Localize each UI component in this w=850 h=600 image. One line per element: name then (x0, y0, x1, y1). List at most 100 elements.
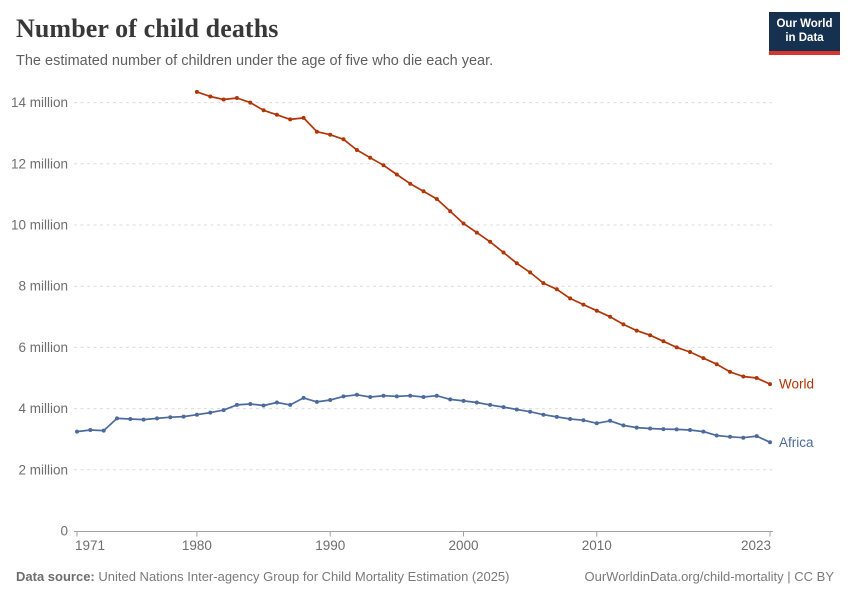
africa-data-point[interactable] (354, 392, 359, 397)
africa-data-point[interactable] (581, 418, 586, 423)
world-data-point[interactable] (368, 155, 373, 160)
world-data-point[interactable] (274, 112, 279, 117)
world-data-point[interactable] (408, 181, 413, 186)
world-data-point[interactable] (314, 129, 319, 134)
owid-logo[interactable]: Our World in Data (769, 12, 840, 55)
world-data-point[interactable] (301, 115, 306, 120)
world-data-point[interactable] (434, 197, 439, 201)
africa-line[interactable] (76, 393, 771, 444)
world-data-point[interactable] (381, 163, 386, 168)
world-data-point[interactable] (221, 97, 226, 102)
world-data-point[interactable] (608, 314, 613, 319)
world-data-point[interactable] (701, 356, 706, 361)
africa-data-point[interactable] (194, 412, 199, 417)
world-data-point[interactable] (728, 369, 732, 374)
world-data-point[interactable] (528, 270, 533, 275)
world-data-point[interactable] (621, 322, 626, 327)
africa-data-point[interactable] (261, 403, 266, 408)
africa-data-point[interactable] (528, 409, 533, 414)
africa-data-point[interactable] (141, 417, 146, 422)
world-data-point[interactable] (448, 209, 453, 214)
africa-data-point[interactable] (701, 429, 706, 434)
africa-data-point[interactable] (115, 416, 119, 421)
world-data-point[interactable] (541, 281, 546, 286)
world-data-point[interactable] (354, 148, 359, 152)
africa-data-point[interactable] (381, 393, 386, 398)
world-series-label[interactable]: World (779, 377, 814, 392)
africa-data-point[interactable] (421, 395, 426, 399)
africa-data-point[interactable] (461, 398, 466, 403)
world-data-point[interactable] (674, 345, 679, 350)
africa-data-point[interactable] (754, 434, 759, 439)
world-data-point[interactable] (234, 96, 239, 100)
world-line[interactable] (196, 91, 771, 385)
africa-data-point[interactable] (501, 405, 506, 410)
africa-data-point[interactable] (341, 394, 346, 399)
world-data-point[interactable] (421, 189, 426, 194)
world-data-point[interactable] (648, 333, 653, 338)
world-data-point[interactable] (634, 328, 639, 333)
world-data-point[interactable] (581, 302, 586, 307)
world-data-point[interactable] (461, 221, 466, 226)
world-data-point[interactable] (501, 250, 506, 255)
africa-data-point[interactable] (408, 393, 413, 398)
africa-data-point[interactable] (488, 402, 493, 407)
africa-data-point[interactable] (181, 414, 186, 419)
world-data-point[interactable] (261, 108, 266, 113)
world-data-point[interactable] (661, 339, 666, 344)
africa-data-point[interactable] (634, 425, 639, 430)
africa-data-point[interactable] (714, 433, 719, 438)
africa-data-point[interactable] (594, 421, 599, 426)
africa-data-point[interactable] (101, 428, 106, 433)
africa-data-point[interactable] (474, 400, 479, 405)
world-data-point[interactable] (488, 239, 493, 244)
africa-data-point[interactable] (568, 417, 573, 421)
world-data-point[interactable] (741, 374, 746, 379)
world-data-point[interactable] (394, 172, 399, 177)
africa-data-point[interactable] (621, 423, 626, 428)
africa-data-point[interactable] (155, 416, 159, 421)
africa-data-point[interactable] (688, 428, 692, 432)
africa-data-point[interactable] (434, 393, 439, 398)
world-data-point[interactable] (328, 132, 333, 137)
world-data-point[interactable] (568, 296, 573, 301)
world-data-point[interactable] (514, 261, 519, 266)
world-data-point[interactable] (768, 382, 772, 387)
africa-data-point[interactable] (75, 429, 79, 434)
africa-data-point[interactable] (608, 418, 613, 423)
world-data-point[interactable] (474, 230, 479, 235)
africa-data-point[interactable] (301, 395, 306, 400)
africa-data-point[interactable] (674, 427, 679, 432)
world-data-point[interactable] (554, 287, 559, 292)
world-data-point[interactable] (594, 308, 599, 313)
africa-data-point[interactable] (394, 394, 399, 399)
africa-data-point[interactable] (514, 407, 519, 412)
africa-data-point[interactable] (554, 414, 559, 419)
africa-data-point[interactable] (328, 398, 333, 402)
africa-data-point[interactable] (768, 440, 772, 445)
africa-data-point[interactable] (314, 399, 319, 404)
africa-data-point[interactable] (208, 410, 213, 415)
africa-data-point[interactable] (248, 402, 253, 406)
africa-data-point[interactable] (728, 434, 732, 439)
africa-data-point[interactable] (448, 397, 453, 402)
world-data-point[interactable] (341, 137, 346, 142)
africa-data-point[interactable] (234, 402, 239, 407)
africa-data-point[interactable] (648, 426, 653, 431)
africa-series-label[interactable]: Africa (779, 435, 814, 450)
africa-data-point[interactable] (221, 408, 226, 413)
africa-data-point[interactable] (368, 395, 373, 399)
world-data-point[interactable] (208, 94, 213, 99)
africa-data-point[interactable] (88, 428, 93, 432)
africa-data-point[interactable] (168, 415, 173, 420)
world-data-point[interactable] (288, 117, 293, 122)
africa-data-point[interactable] (741, 435, 746, 440)
africa-data-point[interactable] (661, 427, 666, 432)
world-data-point[interactable] (194, 89, 199, 94)
world-data-point[interactable] (714, 362, 719, 367)
africa-data-point[interactable] (288, 402, 293, 407)
world-data-point[interactable] (754, 376, 759, 380)
africa-data-point[interactable] (128, 417, 133, 421)
world-data-point[interactable] (248, 100, 253, 105)
attribution-link[interactable]: OurWorldinData.org/child-mortality | CC … (584, 569, 835, 584)
